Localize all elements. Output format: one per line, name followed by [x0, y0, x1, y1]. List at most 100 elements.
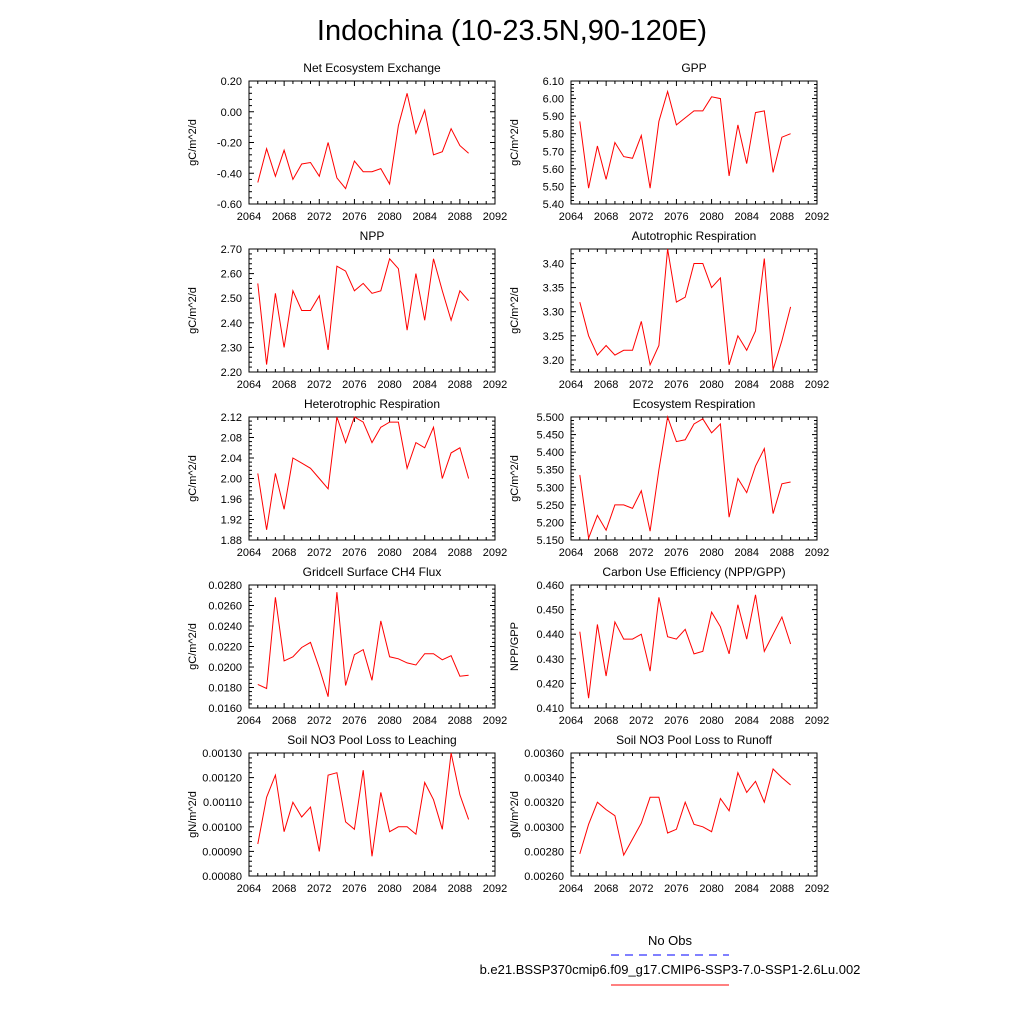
series-line	[579, 768, 791, 857]
y-tick-label: 1.88	[221, 535, 242, 547]
x-tick-label: 2064	[237, 211, 261, 223]
x-tick-label: 2064	[559, 715, 583, 727]
chart-panel-10: Soil NO3 Pool Loss to Runoff gN/m^2/d 2064…	[509, 733, 829, 895]
y-tick-label: 5.80	[543, 129, 564, 141]
y-tick-label: 0.00110	[203, 797, 242, 809]
y-tick-label: 5.300	[536, 482, 564, 494]
y-tick-label: 5.150	[536, 535, 564, 547]
y-tick-label: 1.96	[221, 494, 242, 506]
y-tick-label: 5.500	[536, 412, 564, 424]
series-line	[257, 592, 469, 697]
x-tick-label: 2080	[699, 211, 723, 223]
series-line	[257, 416, 470, 530]
x-tick-label: 2092	[805, 379, 829, 391]
y-tick-label: 5.400	[536, 447, 564, 459]
x-tick-label: 2064	[559, 547, 583, 559]
x-tick-label: 2084	[412, 211, 436, 223]
chart-panel-1: Net Ecosystem Exchange gC/m^2/d 2064 2068 20…	[187, 61, 507, 223]
x-tick-label: 2072	[307, 211, 331, 223]
series-line	[257, 752, 470, 857]
y-tick-label: 2.50	[221, 293, 242, 305]
y-tick-label: 1.92	[221, 515, 242, 527]
x-tick-label: 2064	[559, 211, 583, 223]
x-tick-label: 2076	[342, 547, 366, 559]
y-tick-label: 0.0220	[208, 642, 242, 654]
y-tick-label: 0.00300	[524, 822, 564, 834]
y-tick-label: 2.40	[221, 318, 242, 330]
y-tick-label: 2.70	[221, 244, 242, 256]
y-tick-label: 3.40	[543, 258, 564, 270]
x-tick-label: 2076	[664, 883, 688, 895]
y-tick-label: 2.20	[221, 367, 242, 379]
chart-panel-5: Heterotrophic Respiration gC/m^2/d 2064 206…	[187, 397, 507, 559]
chart-panel-9: Soil NO3 Pool Loss to Leaching gN/m^2/d 20…	[187, 733, 507, 895]
y-tick-label: 5.40	[543, 199, 564, 211]
x-tick-label: 2088	[448, 211, 472, 223]
series-line	[579, 415, 791, 541]
y-axis-label: NPP/GPP	[509, 622, 521, 671]
plot-frame	[248, 752, 496, 877]
series-line	[579, 89, 791, 189]
x-tick-label: 2088	[770, 883, 794, 895]
x-tick-label: 2092	[483, 547, 507, 559]
x-tick-label: 2084	[412, 379, 436, 391]
x-tick-label: 2076	[342, 883, 366, 895]
panel-title: Soil NO3 Pool Loss to Leaching	[287, 733, 456, 747]
x-tick-label: 2076	[664, 379, 688, 391]
x-tick-label: 2088	[770, 715, 794, 727]
y-tick-label: 0.0260	[208, 601, 242, 613]
x-tick-label: 2084	[734, 715, 758, 727]
x-tick-label: 2076	[342, 715, 366, 727]
panel-title: Soil NO3 Pool Loss to Runoff	[616, 733, 773, 747]
x-tick-label: 2068	[272, 211, 296, 223]
y-tick-label: 0.00100	[202, 822, 242, 834]
y-tick-label: 2.04	[221, 453, 242, 465]
x-tick-label: 2084	[734, 547, 758, 559]
x-tick-label: 2084	[412, 883, 436, 895]
y-tick-label: 0.420	[536, 678, 564, 690]
x-tick-label: 2092	[805, 211, 829, 223]
y-tick-label: 0.00340	[524, 773, 564, 785]
y-tick-label: 3.25	[543, 331, 564, 343]
panel-title: Gridcell Surface CH4 Flux	[303, 565, 442, 579]
y-tick-label: 0.00360	[524, 748, 564, 760]
x-tick-label: 2076	[342, 211, 366, 223]
x-tick-label: 2084	[734, 883, 758, 895]
y-tick-label: 0.00120	[202, 773, 242, 785]
x-tick-label: 2072	[307, 547, 331, 559]
y-axis-label: gC/m^2/d	[187, 623, 199, 670]
x-tick-label: 2080	[699, 715, 723, 727]
x-tick-label: 2084	[734, 211, 758, 223]
plot-frame	[248, 584, 496, 709]
x-tick-label: 2080	[377, 379, 401, 391]
y-axis-label: gN/m^2/d	[187, 791, 199, 838]
y-tick-label: 2.00	[221, 474, 242, 486]
y-axis-label: gN/m^2/d	[509, 791, 521, 838]
x-tick-label: 2080	[699, 547, 723, 559]
y-tick-label: 0.0280	[208, 580, 242, 592]
chart-panel-8: Carbon Use Efficiency (NPP/GPP) NPP/GPP 20…	[509, 565, 829, 727]
x-tick-label: 2072	[307, 883, 331, 895]
y-tick-label: 0.00090	[202, 846, 242, 858]
panel-title: Net Ecosystem Exchange	[303, 61, 441, 75]
y-tick-label: 5.200	[536, 517, 564, 529]
y-tick-label: 3.35	[543, 283, 564, 295]
y-tick-label: 2.08	[221, 433, 242, 445]
x-tick-label: 2072	[629, 547, 653, 559]
y-tick-label: 0.00280	[524, 846, 564, 858]
x-tick-label: 2080	[377, 211, 401, 223]
chart-panels: Net Ecosystem Exchange gC/m^2/d 2064 2068 20…	[187, 61, 829, 895]
y-axis-label: gC/m^2/d	[509, 119, 521, 166]
x-tick-label: 2080	[699, 379, 723, 391]
chart-panel-7: Gridcell Surface CH4 Flux gC/m^2/d 2064 206…	[187, 565, 507, 727]
y-axis-label: gC/m^2/d	[187, 287, 199, 334]
x-tick-label: 2064	[237, 883, 261, 895]
y-tick-label: 0.430	[536, 654, 564, 666]
panel-title: Ecosystem Respiration	[633, 397, 756, 411]
legend-model-label: b.e21.BSSP370cmip6.f09_g17.CMIP6-SSP3-7.…	[480, 962, 861, 977]
x-tick-label: 2068	[272, 883, 296, 895]
x-tick-label: 2072	[629, 211, 653, 223]
x-tick-label: 2064	[559, 379, 583, 391]
y-axis-label: gC/m^2/d	[187, 455, 199, 502]
